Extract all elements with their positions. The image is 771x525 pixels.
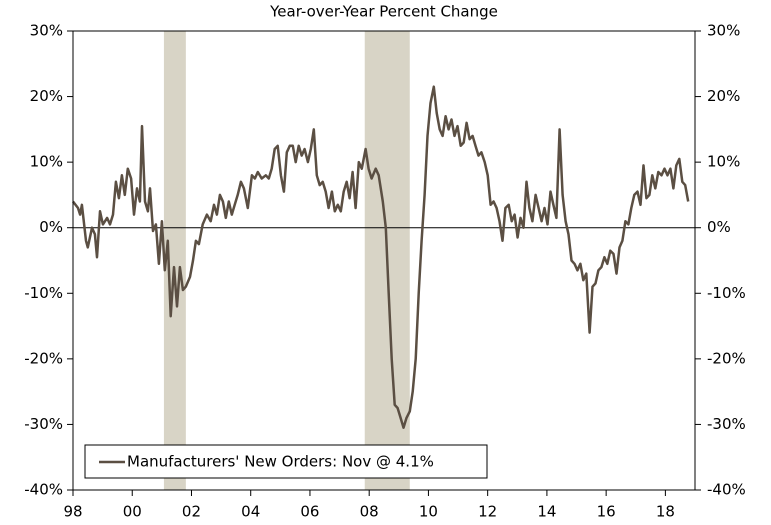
x-tick-label: 00 — [123, 503, 142, 521]
series-line — [72, 85, 690, 429]
x-tick-label: 14 — [537, 503, 556, 521]
x-tick-label: 18 — [656, 503, 675, 521]
plot-frame — [72, 30, 696, 491]
y2-tick-label: 0% — [707, 218, 731, 236]
x-tick-label: 08 — [360, 503, 379, 521]
y2-tick-label: -20% — [707, 349, 746, 367]
x-tick-label: 02 — [182, 503, 201, 521]
legend-label: Manufacturers' New Orders: Nov @ 4.1% — [127, 453, 434, 471]
y-tick-label: 20% — [30, 87, 63, 105]
x-tick-label: 12 — [478, 503, 497, 521]
y-tick-label: 0% — [39, 218, 63, 236]
y-tick-label: 30% — [30, 22, 63, 40]
y2-tick-label: 10% — [707, 153, 740, 171]
y-tick-label: -30% — [24, 415, 63, 433]
y2-tick-label: -30% — [707, 415, 746, 433]
x-tick-label: 06 — [300, 503, 319, 521]
x-tick-label: 16 — [597, 503, 616, 521]
y-tick-label: 10% — [30, 153, 63, 171]
y-tick-label: -10% — [24, 284, 63, 302]
chart-title: Year-over-Year Percent Change — [269, 3, 498, 21]
x-tick-label: 98 — [63, 503, 82, 521]
x-tick-label: 04 — [241, 503, 260, 521]
y2-tick-label: -10% — [707, 284, 746, 302]
y-tick-label: -40% — [24, 481, 63, 499]
y2-tick-label: -40% — [707, 481, 746, 499]
recession-band — [163, 31, 186, 490]
y2-tick-label: 30% — [707, 22, 740, 40]
x-tick-label: 10 — [419, 503, 438, 521]
y2-tick-label: 20% — [707, 87, 740, 105]
legend-box — [84, 444, 488, 479]
y-tick-label: -20% — [24, 349, 63, 367]
